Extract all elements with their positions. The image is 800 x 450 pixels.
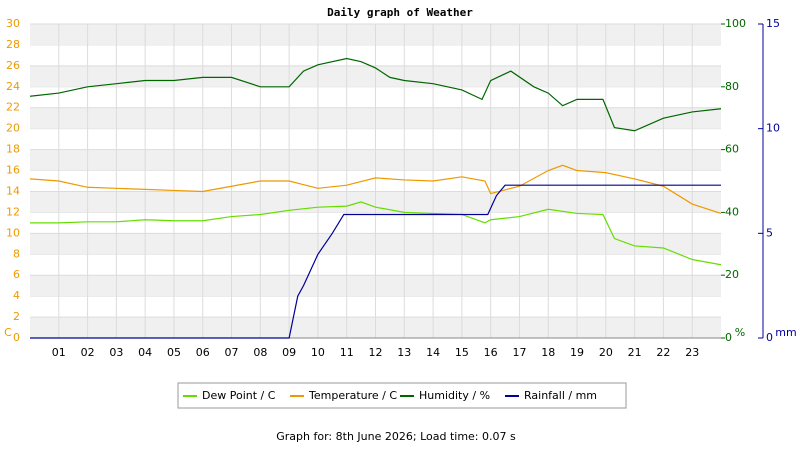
y2-tick-label: 0: [725, 331, 732, 344]
x-tick-label: 05: [167, 346, 181, 359]
y3-tick-label: 15: [766, 17, 780, 30]
y-tick-label: 16: [6, 164, 20, 177]
series-line: [30, 201, 722, 266]
y3-tick-label: 10: [766, 122, 780, 135]
y2-tick-label: 20: [725, 268, 739, 281]
y2-tick-label: 100: [725, 17, 746, 30]
x-tick-label: 14: [426, 346, 440, 359]
x-tick-label: 08: [253, 346, 267, 359]
footer: Graph for: 8th June 2026; Load time: 0.0…: [276, 430, 516, 443]
y-tick-label: 12: [6, 205, 20, 218]
y3-tick-label: 0: [766, 331, 773, 344]
y-tick-label: 28: [6, 38, 20, 51]
chart-title: Daily graph of Weather: [327, 6, 473, 19]
x-tick-label: 15: [455, 346, 469, 359]
x-tick-label: 12: [369, 346, 383, 359]
series-line: [30, 184, 721, 339]
y-tick-label: 14: [6, 184, 20, 197]
x-tick-label: 07: [225, 346, 239, 359]
legend-label: Dew Point / C: [202, 389, 276, 402]
y-axis-label: C: [4, 326, 12, 339]
series-line: [29, 57, 722, 132]
y3-tick-label: 5: [766, 226, 773, 239]
x-tick-label: 11: [340, 346, 354, 359]
y-tick-label: 4: [13, 289, 20, 302]
legend-label: Rainfall / mm: [524, 389, 597, 402]
x-tick-label: 06: [196, 346, 210, 359]
x-tick-label: 17: [512, 346, 526, 359]
x-tick-label: 01: [52, 346, 66, 359]
y-tick-label: 18: [6, 143, 20, 156]
y3-axis-label: mm: [775, 326, 796, 339]
y-tick-label: 8: [13, 247, 20, 260]
x-tick-label: 09: [282, 346, 296, 359]
y2-axis-label: %: [735, 326, 745, 339]
x-tick-label: 16: [484, 346, 498, 359]
y-tick-label: 0: [13, 331, 20, 344]
x-tick-label: 13: [397, 346, 411, 359]
x-tick-label: 19: [570, 346, 584, 359]
y-tick-label: 6: [13, 268, 20, 281]
y-tick-label: 30: [6, 17, 20, 30]
y-tick-label: 10: [6, 226, 20, 239]
legend-label: Humidity / %: [419, 389, 490, 402]
x-tick-label: 21: [628, 346, 642, 359]
y2-tick-label: 80: [725, 80, 739, 93]
y-tick-label: 26: [6, 59, 20, 72]
legend-label: Temperature / C: [308, 389, 397, 402]
y-tick-label: 2: [13, 310, 20, 323]
x-tick-label: 22: [656, 346, 670, 359]
y2-tick-label: 40: [725, 205, 739, 218]
y-tick-label: 22: [6, 101, 20, 114]
y2-tick-label: 60: [725, 143, 739, 156]
x-tick-label: 23: [685, 346, 699, 359]
y-tick-label: 24: [6, 80, 20, 93]
x-tick-label: 04: [138, 346, 152, 359]
series-line: [29, 164, 722, 215]
x-tick-label: 02: [81, 346, 95, 359]
x-tick-label: 20: [599, 346, 613, 359]
x-tick-label: 10: [311, 346, 325, 359]
y-tick-label: 20: [6, 122, 20, 135]
x-tick-label: 18: [541, 346, 555, 359]
x-tick-label: 03: [109, 346, 123, 359]
